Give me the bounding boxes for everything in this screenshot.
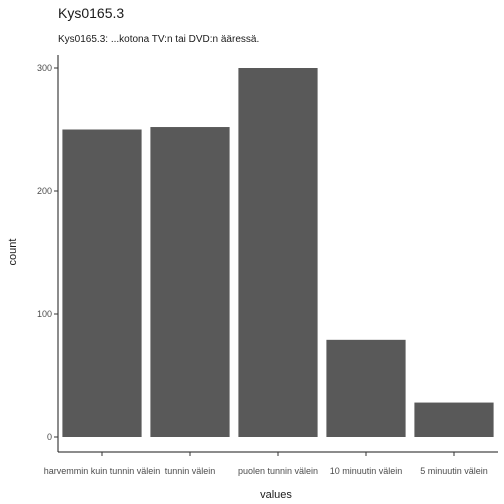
chart-title: Kys0165.3: [58, 5, 124, 21]
y-tick-label: 200: [37, 186, 52, 196]
x-tick-label: 10 minuutin välein: [330, 466, 403, 476]
bar: [238, 68, 318, 437]
y-axis-title: count: [7, 239, 19, 266]
x-tick-label: puolen tunnin välein: [238, 466, 318, 476]
chart-subtitle: Kys0165.3: ...kotona TV:n tai DVD:n ääre…: [58, 34, 259, 45]
bar: [62, 129, 142, 437]
bar: [326, 339, 406, 437]
x-tick-label: 5 minuutin välein: [420, 466, 488, 476]
x-tick-label: harvemmin kuin tunnin välein: [44, 466, 161, 476]
plot-area: 0 100 200 300 harvemmin kuin tunnin välein tu…: [37, 55, 498, 476]
bar: [414, 402, 494, 437]
x-axis-title: values: [260, 489, 292, 501]
y-tick-label: 0: [47, 432, 52, 442]
x-tick-label: tunnin välein: [165, 466, 216, 476]
y-tick-label: 100: [37, 309, 52, 319]
y-tick-label: 300: [37, 63, 52, 73]
bar: [150, 127, 230, 437]
